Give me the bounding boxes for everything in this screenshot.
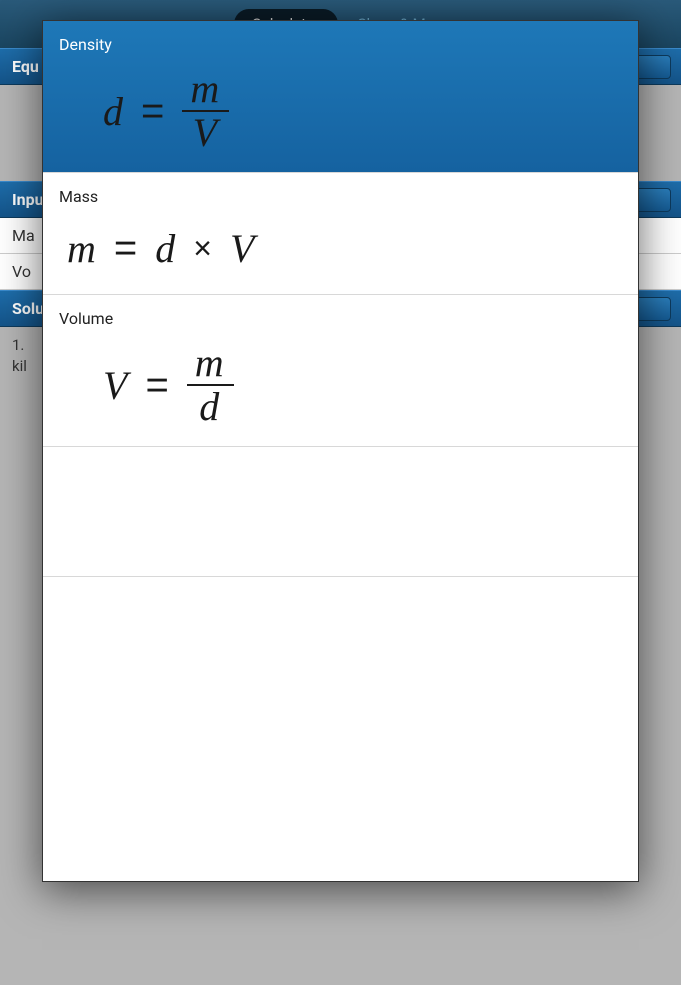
formula-display: V = m d <box>43 336 638 446</box>
formula-lhs: V <box>103 362 129 409</box>
formula-label: Mass <box>43 173 638 214</box>
fraction-numerator: m <box>187 342 234 384</box>
fraction: m d <box>187 342 234 428</box>
fraction: m V <box>182 68 229 154</box>
formula-display: m = d × V <box>43 214 638 294</box>
equals-sign: = <box>114 226 139 271</box>
formula-option-mass[interactable]: Mass m = d × V <box>43 173 638 295</box>
formula-factor: V <box>230 225 256 272</box>
formula-label: Volume <box>43 295 638 336</box>
fraction-numerator: m <box>182 68 229 110</box>
formula-option-volume[interactable]: Volume V = m d <box>43 295 638 447</box>
formula-lhs: m <box>67 225 98 272</box>
equals-sign: = <box>141 89 166 134</box>
formula-lhs: d <box>103 88 125 135</box>
fraction-denominator: d <box>191 386 229 428</box>
equals-sign: = <box>145 363 170 408</box>
fraction-denominator: V <box>185 112 227 154</box>
formula-picker-modal: Density d = m V Mass m = d × V <box>42 20 639 882</box>
empty-row <box>43 447 638 577</box>
times-sign: × <box>193 230 214 267</box>
formula-label: Density <box>43 21 638 62</box>
modal-fill <box>43 577 638 881</box>
formula-factor: d <box>155 225 177 272</box>
formula-display: d = m V <box>43 62 638 172</box>
formula-option-density[interactable]: Density d = m V <box>43 21 638 173</box>
